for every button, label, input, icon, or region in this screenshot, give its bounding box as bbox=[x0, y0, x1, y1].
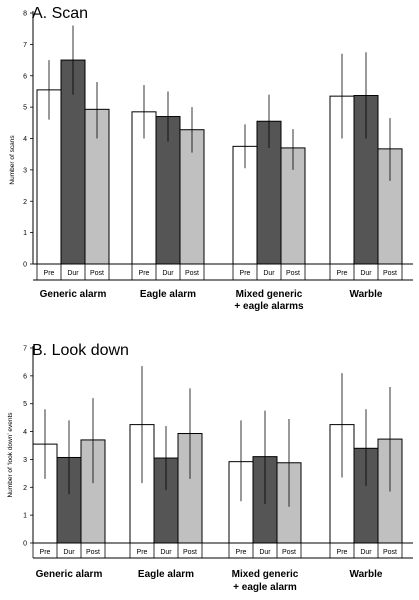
y-tick-label: 0 bbox=[23, 541, 27, 548]
condition-label: Pre bbox=[240, 270, 251, 277]
condition-label: Pre bbox=[236, 549, 247, 556]
condition-label: Dur bbox=[360, 549, 372, 556]
condition-label: Pre bbox=[337, 549, 348, 556]
y-tick-label: 4 bbox=[23, 136, 27, 143]
y-tick-label: 1 bbox=[23, 230, 27, 237]
chart-panel-b: B. Look down Number of ‘look down’ events… bbox=[7, 342, 413, 593]
condition-label: Pre bbox=[44, 270, 55, 277]
condition-label: Dur bbox=[160, 549, 172, 556]
y-tick-label: 1 bbox=[23, 513, 27, 520]
category-label: Eagle alarm bbox=[140, 289, 196, 300]
category-sublabel: + eagle alarms bbox=[234, 301, 304, 312]
condition-label: Post bbox=[282, 549, 296, 556]
y-tick-label: 3 bbox=[23, 167, 27, 174]
category-label: Generic alarm bbox=[36, 569, 103, 580]
condition-label: Post bbox=[286, 270, 300, 277]
condition-label: Post bbox=[383, 270, 397, 277]
condition-label: Dur bbox=[263, 270, 275, 277]
y-axis-label: Number of scans bbox=[9, 135, 16, 185]
y-tick-label: 7 bbox=[23, 346, 27, 353]
condition-label: Pre bbox=[137, 549, 148, 556]
y-axis-label: Number of ‘look down’ events bbox=[7, 412, 14, 498]
y-tick-label: 6 bbox=[23, 73, 27, 80]
condition-label: Dur bbox=[162, 270, 174, 277]
condition-label: Post bbox=[90, 270, 104, 277]
condition-label: Pre bbox=[40, 549, 51, 556]
condition-label: Post bbox=[86, 549, 100, 556]
y-tick-label: 7 bbox=[23, 42, 27, 49]
y-tick-label: 6 bbox=[23, 373, 27, 380]
condition-label: Post bbox=[185, 270, 199, 277]
y-tick-label: 0 bbox=[23, 262, 27, 269]
condition-label: Pre bbox=[139, 270, 150, 277]
chart-title: B. Look down bbox=[32, 342, 129, 359]
condition-label: Dur bbox=[67, 270, 79, 277]
condition-label: Dur bbox=[360, 270, 372, 277]
category-label: Mixed generic bbox=[236, 289, 303, 300]
condition-label: Post bbox=[383, 549, 397, 556]
category-label: Warble bbox=[350, 289, 383, 300]
y-tick-label: 2 bbox=[23, 199, 27, 206]
category-label: Mixed generic bbox=[232, 569, 299, 580]
chart-panel-a: A. Scan Number of scans 0 1 2 3 4 5 6 7 8 Pre Dur Pos… bbox=[9, 5, 413, 312]
category-label: Generic alarm bbox=[40, 289, 107, 300]
chart-title: A. Scan bbox=[32, 5, 88, 22]
category-label: Eagle alarm bbox=[138, 569, 194, 580]
condition-label: Dur bbox=[63, 549, 75, 556]
y-tick-label: 5 bbox=[23, 105, 27, 112]
y-tick-label: 4 bbox=[23, 429, 27, 436]
condition-label: Dur bbox=[259, 549, 271, 556]
y-tick-label: 8 bbox=[23, 11, 27, 18]
y-tick-label: 3 bbox=[23, 457, 27, 464]
y-tick-label: 5 bbox=[23, 401, 27, 408]
condition-label: Post bbox=[183, 549, 197, 556]
y-tick-label: 2 bbox=[23, 485, 27, 492]
condition-label: Pre bbox=[337, 270, 348, 277]
category-sublabel: + eagle alarm bbox=[233, 582, 297, 593]
category-label: Warble bbox=[350, 569, 383, 580]
